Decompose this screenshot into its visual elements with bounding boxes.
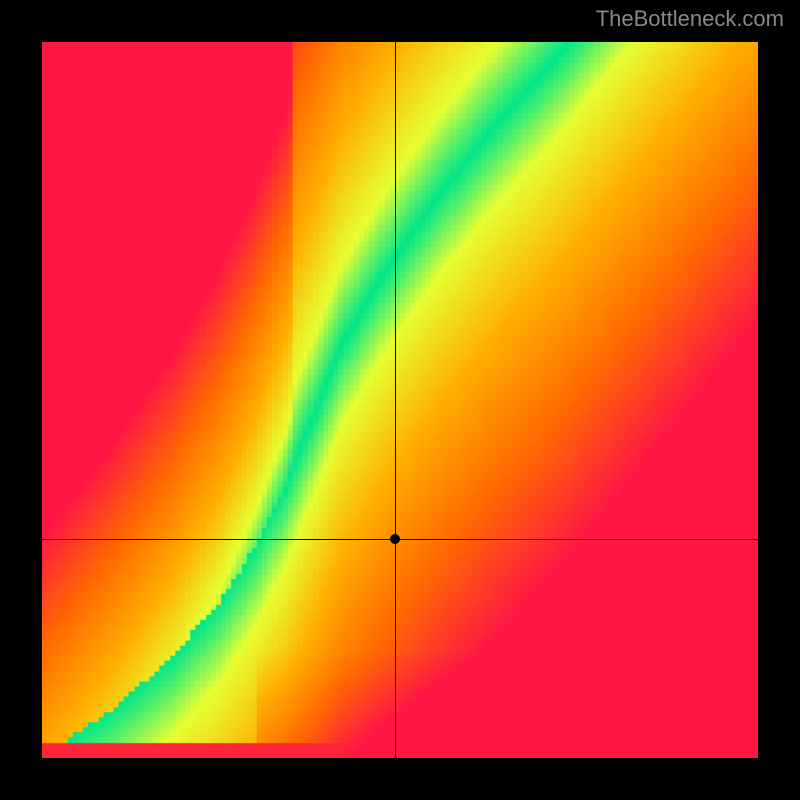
heatmap-canvas: [42, 42, 758, 758]
crosshair-vertical: [395, 42, 396, 758]
crosshair-horizontal: [42, 539, 758, 540]
selection-point: [390, 534, 400, 544]
bottleneck-heatmap: [40, 40, 760, 760]
watermark: TheBottleneck.com: [596, 6, 784, 32]
